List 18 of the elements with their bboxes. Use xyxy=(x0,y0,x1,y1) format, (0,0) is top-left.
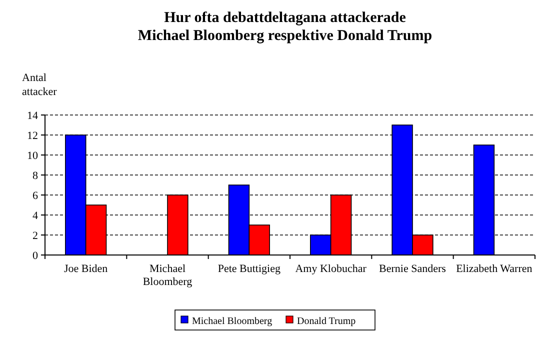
x-tick-label: Joe Biden xyxy=(64,263,108,275)
y-tick-label: 10 xyxy=(27,150,38,162)
x-tick-label: Michael Bloomberg xyxy=(142,263,193,288)
x-tick-label: Elizabeth Warren xyxy=(456,263,533,275)
x-tick-label: Pete Buttigieg xyxy=(218,263,281,275)
y-axis-title: Antal attacker xyxy=(22,72,58,98)
y-tick-label: 14 xyxy=(27,110,38,122)
y-tick-label: 8 xyxy=(32,170,38,182)
x-tick-label: Bernie Sanders xyxy=(379,263,446,275)
y-tick-label: 6 xyxy=(32,190,38,202)
legend-label: Donald Trump xyxy=(297,316,356,327)
chart-title: Hur ofta debattdeltagana attackerade Michael Bloomberg respektive Donald Trump xyxy=(138,10,432,44)
x-tick-label: Amy Klobuchar xyxy=(295,263,367,275)
y-tick-label: 2 xyxy=(32,230,38,242)
legend-label: Michael Bloomberg xyxy=(192,316,272,327)
y-tick-label: 0 xyxy=(32,250,38,262)
y-tick-label: 4 xyxy=(32,210,38,222)
y-tick-label: 12 xyxy=(27,130,38,142)
